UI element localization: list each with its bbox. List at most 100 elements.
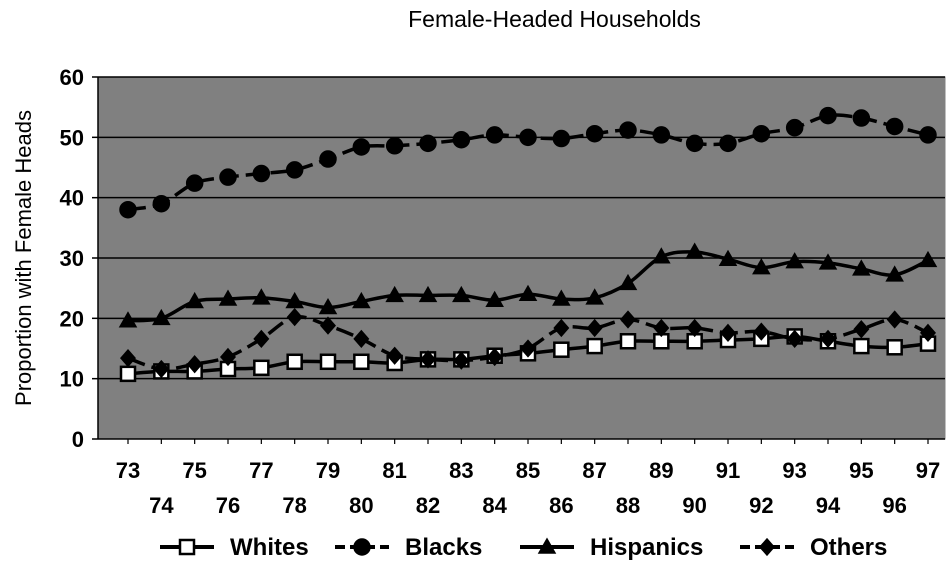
point-hispanics bbox=[618, 273, 638, 291]
point-hispanics bbox=[418, 285, 438, 303]
point-hispanics bbox=[452, 285, 471, 303]
point-blacks bbox=[219, 168, 237, 186]
point-hispanics bbox=[185, 291, 204, 309]
point-blacks bbox=[619, 121, 637, 139]
y-tick-label: 60 bbox=[60, 65, 84, 90]
y-axis-label: Proportion with Female Heads bbox=[11, 110, 36, 406]
point-blacks bbox=[519, 128, 537, 147]
point-whites bbox=[586, 337, 603, 355]
point-others bbox=[220, 347, 236, 367]
point-hispanics bbox=[685, 242, 704, 259]
point-blacks bbox=[252, 164, 271, 183]
point-blacks bbox=[419, 134, 437, 153]
x-tick-label: 79 bbox=[316, 458, 340, 483]
point-others bbox=[920, 323, 936, 342]
point-others bbox=[653, 318, 670, 338]
point-others bbox=[453, 351, 470, 370]
point-blacks bbox=[885, 117, 904, 136]
legend-label-hispanics: Hispanics bbox=[590, 534, 703, 561]
point-others bbox=[286, 307, 303, 327]
point-blacks bbox=[819, 106, 837, 125]
point-others bbox=[420, 350, 436, 369]
legend-marker-hispanics bbox=[537, 537, 557, 554]
y-tick-label: 30 bbox=[60, 246, 84, 271]
point-hispanics bbox=[318, 297, 338, 315]
chart-title: Female-Headed Households bbox=[408, 6, 701, 32]
point-others bbox=[353, 329, 370, 348]
point-blacks bbox=[919, 126, 937, 144]
x-tick-label: 86 bbox=[549, 493, 573, 518]
point-others bbox=[320, 316, 336, 335]
point-others bbox=[853, 320, 870, 339]
point-others bbox=[486, 347, 503, 367]
point-others bbox=[553, 318, 570, 338]
point-others bbox=[186, 355, 203, 374]
point-whites bbox=[353, 353, 370, 371]
legend-label-others: Others bbox=[810, 534, 887, 561]
x-tick-label: 96 bbox=[882, 493, 906, 518]
point-blacks bbox=[652, 126, 671, 144]
point-hispanics bbox=[818, 253, 838, 270]
point-others bbox=[120, 349, 136, 368]
point-hispanics bbox=[485, 290, 504, 307]
x-tick-label: 94 bbox=[816, 493, 841, 518]
point-hispanics bbox=[218, 289, 238, 306]
point-blacks bbox=[585, 124, 604, 143]
point-others bbox=[586, 318, 603, 338]
point-blacks bbox=[185, 174, 204, 192]
legend-marker-whites bbox=[178, 538, 196, 556]
point-blacks bbox=[752, 124, 771, 143]
x-tick-label: 82 bbox=[416, 493, 440, 518]
x-tick-label: 76 bbox=[216, 493, 240, 518]
point-others bbox=[153, 359, 170, 379]
point-others bbox=[720, 323, 736, 342]
point-hispanics bbox=[518, 284, 538, 301]
legend-label-blacks: Blacks bbox=[405, 534, 482, 561]
x-tick-label: 73 bbox=[116, 458, 140, 483]
x-tick-label: 97 bbox=[916, 458, 940, 483]
point-whites bbox=[319, 353, 337, 371]
point-others bbox=[620, 310, 636, 329]
point-hispanics bbox=[652, 247, 671, 264]
point-hispanics bbox=[885, 265, 904, 282]
x-tick-label: 89 bbox=[649, 458, 673, 483]
point-hispanics bbox=[785, 252, 804, 269]
point-hispanics bbox=[918, 250, 938, 268]
point-blacks bbox=[485, 126, 504, 144]
x-tick-label: 90 bbox=[682, 493, 706, 518]
point-blacks bbox=[119, 200, 137, 219]
point-blacks bbox=[785, 118, 804, 137]
point-hispanics bbox=[285, 291, 304, 309]
point-others bbox=[753, 322, 770, 341]
y-tick-label: 0 bbox=[72, 427, 84, 452]
point-whites bbox=[253, 359, 270, 377]
x-tick-label: 81 bbox=[382, 458, 406, 483]
y-tick-label: 10 bbox=[60, 367, 84, 392]
x-tick-label: 83 bbox=[449, 458, 473, 483]
x-tick-label: 91 bbox=[716, 458, 740, 483]
x-tick-label: 88 bbox=[616, 493, 640, 518]
point-whites bbox=[553, 341, 570, 358]
point-blacks bbox=[685, 134, 704, 153]
point-blacks bbox=[152, 194, 171, 213]
point-hispanics bbox=[552, 289, 571, 306]
point-blacks bbox=[285, 161, 304, 179]
point-others bbox=[886, 310, 903, 329]
point-hispanics bbox=[385, 285, 404, 303]
x-tick-label: 75 bbox=[182, 458, 206, 483]
x-tick-label: 80 bbox=[349, 493, 373, 518]
x-tick-label: 77 bbox=[249, 458, 273, 483]
x-tick-label: 74 bbox=[149, 493, 174, 518]
point-blacks bbox=[719, 134, 737, 153]
y-tick-label: 20 bbox=[60, 306, 84, 331]
point-blacks bbox=[852, 109, 871, 127]
x-tick-label: 95 bbox=[849, 458, 873, 483]
point-blacks bbox=[552, 129, 571, 148]
point-hispanics bbox=[752, 258, 771, 275]
point-whites bbox=[619, 333, 637, 350]
point-hispanics bbox=[252, 288, 271, 305]
x-tick-label: 92 bbox=[749, 493, 773, 518]
point-others bbox=[786, 329, 803, 348]
point-whites bbox=[286, 353, 303, 371]
